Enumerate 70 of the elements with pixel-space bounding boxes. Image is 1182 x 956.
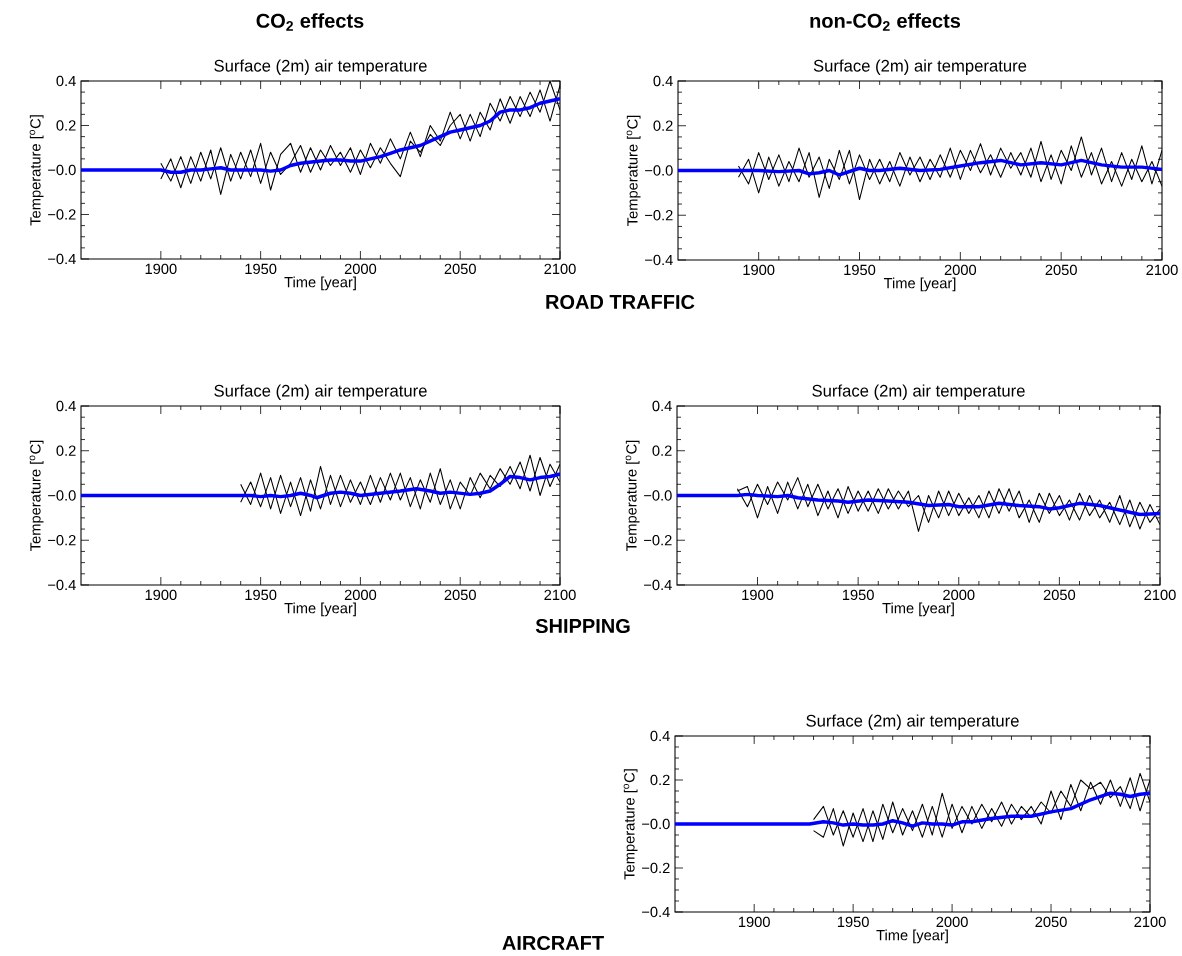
y-tick-label: −0.0 (645, 165, 673, 176)
text: AIRCRAFT (502, 935, 604, 951)
x-tick-label: 2050 (444, 263, 476, 275)
x-tick-label: 1950 (837, 916, 869, 928)
x-tick-label: 2000 (944, 264, 977, 276)
y-tick-label: −0.2 (645, 210, 673, 221)
x-axis-title: Time [year] (883, 277, 956, 292)
x-tick-label: 2050 (1045, 264, 1077, 276)
chart-title: Surface (2m) air temperature (812, 384, 1025, 400)
y-tick-label: −0.0 (642, 818, 670, 830)
y-tick-label: −0.0 (644, 490, 672, 501)
x-tick-label: 1950 (842, 589, 874, 601)
x-tick-label: 1900 (145, 589, 177, 601)
chart-title: Surface (2m) air temperature (214, 59, 427, 75)
x-tick-label: 2100 (544, 589, 576, 601)
x-tick-label: 2100 (1134, 916, 1166, 928)
y-axis-title: Temperature [$^{o}$C] (625, 440, 640, 551)
y-tick-label: 0.2 (56, 120, 76, 131)
y-tick-label: −0.4 (48, 579, 76, 591)
y-tick-label: 0.2 (652, 445, 672, 456)
y-axis-title: Temperature [$^{o}$C] (626, 115, 641, 226)
y-axis-title: Temperature [$^{o}$C] (29, 115, 44, 226)
y-tick-label: 0.4 (650, 730, 670, 742)
x-tick-label: 2100 (1144, 589, 1176, 601)
y-tick-label: 0.4 (652, 400, 672, 412)
text: SHIPPING (535, 618, 630, 634)
x-tick-label: 2100 (1146, 264, 1178, 276)
x-tick-label: 2100 (544, 263, 576, 275)
x-tick-label: 1900 (738, 916, 770, 928)
y-tick-label: 0.4 (653, 75, 673, 87)
x-axis-title: Time [year] (876, 929, 948, 944)
x-tick-label: 1950 (245, 589, 277, 601)
x-axis-title: Time [year] (284, 276, 356, 291)
text: ROAD TRAFFIC (546, 294, 695, 310)
x-axis-title: Time [year] (882, 602, 954, 617)
text: CO$_{2}$ effects (256, 13, 364, 31)
y-tick-label: −0.0 (48, 490, 76, 501)
y-tick-label: −0.2 (48, 535, 76, 546)
y-tick-label: −0.4 (642, 906, 670, 918)
x-tick-label: 2050 (444, 589, 476, 601)
y-tick-label: −0.4 (48, 253, 76, 265)
x-tick-label: 2000 (344, 263, 377, 275)
y-tick-label: −0.0 (48, 164, 76, 176)
x-tick-label: 1900 (145, 263, 177, 275)
x-tick-label: 2050 (1043, 589, 1076, 601)
y-tick-label: 0.2 (56, 445, 76, 456)
x-tick-label: 1900 (743, 264, 775, 276)
chart-title: Surface (2m) air temperature (813, 59, 1027, 75)
x-tick-label: 1950 (844, 264, 876, 276)
x-tick-label: 2000 (936, 916, 968, 928)
y-tick-label: 0.4 (56, 75, 76, 87)
y-axis-title: Temperature [$^{o}$C] (29, 440, 44, 551)
y-tick-label: −0.2 (48, 209, 76, 220)
x-tick-label: 1950 (245, 263, 277, 275)
text: non-CO$_{2}$ effects (810, 13, 961, 31)
x-axis-title: Time [year] (284, 602, 356, 617)
y-tick-label: 0.2 (650, 774, 670, 786)
chart-title: Surface (2m) air temperature (214, 384, 427, 400)
x-tick-label: 2050 (1035, 916, 1067, 928)
y-axis-title: Temperature [$^{o}$C] (623, 769, 638, 880)
x-tick-label: 2000 (344, 589, 377, 601)
y-tick-label: −0.2 (642, 862, 670, 874)
y-tick-label: 0.4 (56, 400, 76, 412)
y-tick-label: −0.2 (644, 535, 672, 546)
y-tick-label: −0.4 (645, 254, 673, 266)
x-tick-label: 2000 (943, 589, 975, 601)
y-tick-label: 0.2 (653, 120, 673, 131)
chart-title: Surface (2m) air temperature (806, 714, 1019, 730)
x-tick-label: 1900 (742, 589, 774, 601)
y-tick-label: −0.4 (644, 579, 672, 591)
